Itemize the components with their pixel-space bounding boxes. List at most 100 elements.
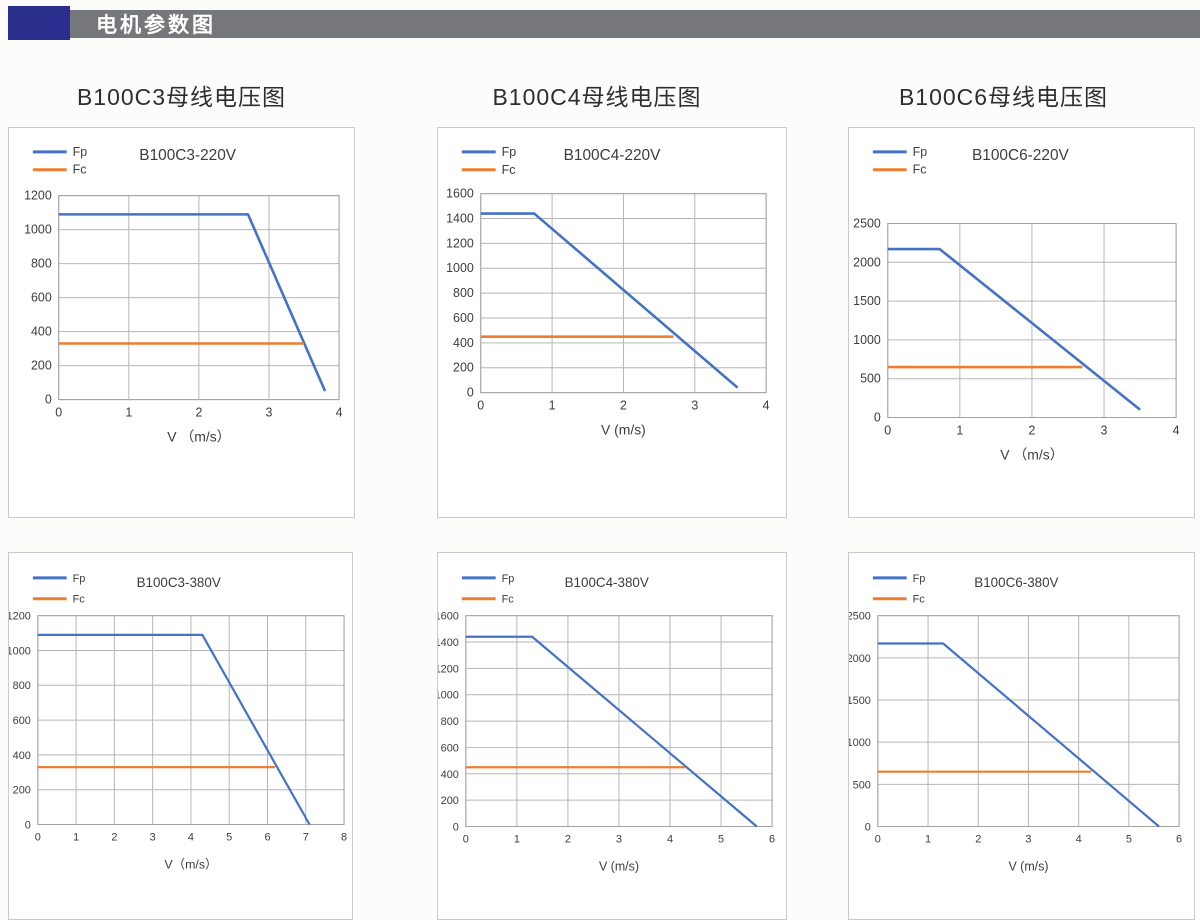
- chart-title: B100C6-380V: [974, 575, 1058, 590]
- svg-text:1000: 1000: [9, 645, 31, 657]
- svg-text:2: 2: [111, 831, 117, 843]
- svg-text:Fp: Fp: [73, 573, 86, 585]
- svg-text:1600: 1600: [446, 187, 474, 201]
- svg-text:6: 6: [769, 833, 775, 845]
- svg-text:0: 0: [874, 410, 881, 424]
- svg-text:3: 3: [266, 406, 273, 420]
- svg-text:4: 4: [188, 831, 194, 843]
- fp-line: [877, 642, 1160, 828]
- svg-text:1200: 1200: [24, 189, 52, 203]
- line-chart-b100c4-220v: 0 200 400 600 800 1000 1200 1400 1600 0 1 2 3 4 Fp Fc B1…: [446, 145, 769, 438]
- svg-text:1200: 1200: [446, 236, 474, 250]
- svg-text:Fp: Fp: [913, 573, 926, 585]
- fp-line: [887, 247, 1141, 411]
- fp-line: [58, 213, 327, 392]
- legend: Fp Fc: [461, 145, 517, 177]
- svg-text:400: 400: [441, 769, 459, 781]
- line-chart-b100c3-380v: 0 200 400 600 800 1000 1200 0 1 2 3 4 5 6 7 8 Fp Fc B100C3…: [9, 573, 347, 871]
- plot-border: [37, 615, 345, 826]
- page-title: 电机参数图: [96, 14, 216, 37]
- svg-text:500: 500: [860, 372, 881, 386]
- svg-text:2: 2: [195, 406, 202, 420]
- tick-labels: 0 500 1000 1500 2000 2500 0 1 2 3 4: [853, 216, 1179, 437]
- gridlines: [58, 195, 340, 401]
- svg-text:0: 0: [875, 833, 881, 845]
- tick-labels: 0 200 400 600 800 1000 1200 1400 1600 0 1 2 3 4 5 6: [438, 611, 775, 846]
- svg-text:1500: 1500: [853, 294, 881, 308]
- column-title-b100c3: B100C3母线电压图: [76, 84, 287, 110]
- svg-text:800: 800: [453, 286, 474, 300]
- svg-text:4: 4: [667, 833, 673, 845]
- svg-text:3: 3: [150, 831, 156, 843]
- svg-text:Fp: Fp: [913, 145, 928, 159]
- svg-text:Fc: Fc: [73, 594, 86, 606]
- svg-text:1400: 1400: [438, 637, 459, 649]
- svg-text:Fc: Fc: [913, 594, 926, 606]
- svg-text:2: 2: [620, 399, 627, 413]
- svg-text:Fp: Fp: [502, 145, 517, 159]
- chart-title: B100C3-220V: [139, 147, 236, 164]
- gridlines: [887, 223, 1177, 419]
- svg-text:400: 400: [453, 336, 474, 350]
- svg-text:4: 4: [763, 399, 770, 413]
- svg-text:1: 1: [514, 833, 520, 845]
- legend: Fp Fc: [872, 573, 926, 606]
- svg-text:1000: 1000: [438, 690, 459, 702]
- svg-text:Fc: Fc: [73, 163, 87, 177]
- chart-panel-b100c3-380v: 0 200 400 600 800 1000 1200 0 1 2 3 4 5 6 7 8 Fp Fc B100C3…: [8, 552, 353, 920]
- svg-text:4: 4: [1173, 423, 1180, 437]
- svg-text:600: 600: [31, 291, 52, 305]
- chart-panel-b100c6-380v: 0 500 1000 1500 2000 2500 0 1 2 3 4 5 6 Fp Fc B100C6-38…: [848, 552, 1195, 920]
- svg-text:0: 0: [865, 821, 871, 833]
- gridlines: [877, 615, 1180, 828]
- legend: Fp Fc: [32, 145, 87, 177]
- x-axis-title: V（m/s）: [164, 857, 217, 871]
- svg-text:1200: 1200: [9, 611, 31, 623]
- chart-title: B100C6-220V: [972, 147, 1069, 164]
- tick-labels: 0 200 400 600 800 1000 1200 0 1 2 3 4 5 6 7 8: [9, 611, 347, 844]
- fp-line: [480, 212, 739, 389]
- svg-text:1600: 1600: [438, 611, 459, 623]
- chart-panel-b100c6-220v: 0 500 1000 1500 2000 2500 0 1 2 3 4 Fp Fc B100C6-220V…: [848, 127, 1195, 518]
- svg-text:0: 0: [25, 819, 31, 831]
- x-axis-title: V (m/s): [1008, 859, 1048, 873]
- legend: Fp Fc: [872, 145, 928, 177]
- svg-text:2: 2: [1028, 423, 1035, 437]
- tick-labels: 0 200 400 600 800 1000 1200 0 1 2 3 4: [24, 189, 343, 420]
- svg-text:3: 3: [691, 399, 698, 413]
- fp-line: [465, 635, 758, 828]
- tick-labels: 0 200 400 600 800 1000 1200 1400 1600 0 1 2 3 4: [446, 187, 769, 413]
- svg-text:0: 0: [463, 833, 469, 845]
- svg-text:0: 0: [467, 386, 474, 400]
- svg-text:1000: 1000: [849, 737, 871, 749]
- svg-text:800: 800: [31, 257, 52, 271]
- svg-text:1200: 1200: [438, 663, 459, 675]
- svg-text:200: 200: [453, 361, 474, 375]
- svg-text:0: 0: [477, 399, 484, 413]
- svg-text:2500: 2500: [849, 611, 871, 623]
- chart-panel-b100c4-220v: 0 200 400 600 800 1000 1200 1400 1600 0 1 2 3 4 Fp Fc B1…: [437, 127, 787, 518]
- svg-text:200: 200: [31, 359, 52, 373]
- svg-text:1500: 1500: [849, 695, 871, 707]
- svg-text:2: 2: [565, 833, 571, 845]
- chart-title: B100C4-220V: [564, 147, 661, 164]
- svg-text:1: 1: [925, 833, 931, 845]
- column-title-b100c4: B100C4母线电压图: [492, 84, 702, 110]
- x-axis-title: V (m/s): [599, 859, 639, 873]
- header-bar: 电机参数图: [70, 10, 1200, 38]
- svg-text:0: 0: [884, 423, 891, 437]
- svg-text:600: 600: [441, 742, 459, 754]
- svg-text:5: 5: [226, 831, 232, 843]
- svg-text:4: 4: [1076, 833, 1082, 845]
- x-axis-title: V (m/s): [601, 421, 646, 437]
- plot-border: [58, 195, 340, 401]
- svg-text:800: 800: [441, 716, 459, 728]
- svg-text:Fc: Fc: [913, 163, 927, 177]
- gridlines: [480, 193, 767, 394]
- svg-text:5: 5: [718, 833, 724, 845]
- svg-text:1: 1: [73, 831, 79, 843]
- legend: Fp Fc: [461, 573, 514, 606]
- svg-text:Fc: Fc: [502, 163, 516, 177]
- column-title-b100c6: B100C6母线电压图: [898, 84, 1109, 110]
- legend: Fp Fc: [32, 573, 86, 606]
